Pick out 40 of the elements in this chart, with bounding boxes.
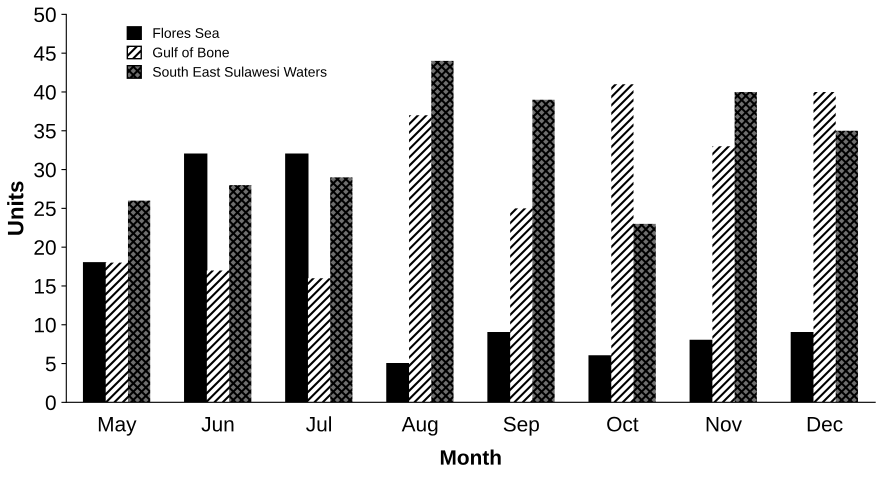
x-tick-label: Dec <box>808 417 843 432</box>
bar <box>308 278 330 402</box>
bar <box>229 185 252 402</box>
y-tick-label: 50 <box>34 7 56 22</box>
bar <box>409 115 432 402</box>
y-tick-label: 45 <box>34 46 56 61</box>
x-tick-label: Jul <box>306 416 331 432</box>
y-axis-title: Units <box>7 181 24 235</box>
bar <box>734 92 757 402</box>
bar <box>330 177 352 402</box>
y-tick-label: 5 <box>46 356 56 372</box>
x-tick-label: May <box>98 417 136 436</box>
y-tick-label: 40 <box>34 84 56 100</box>
y-tick-label: 25 <box>34 201 56 216</box>
x-tick-label: Sep <box>504 416 539 436</box>
x-tick-label: Oct <box>607 416 638 432</box>
bar <box>836 130 858 402</box>
x-tick-label: Jun <box>201 417 234 432</box>
bar <box>206 270 230 402</box>
bar <box>106 262 128 402</box>
bar <box>712 146 735 402</box>
x-tick-label: Aug <box>402 417 438 436</box>
legend-label: Gulf of Bone <box>153 47 229 58</box>
legend-label: Flores Sea <box>153 28 220 38</box>
y-tick-label: 35 <box>34 124 56 139</box>
y-tick-label: 0 <box>46 395 56 410</box>
y-tick-label: 10 <box>34 318 56 333</box>
bar <box>813 92 836 402</box>
y-tick-label: 15 <box>34 279 56 294</box>
y-tick-label: 30 <box>34 162 56 178</box>
bar <box>128 200 150 402</box>
x-axis-title: Month <box>440 450 501 465</box>
bar <box>532 100 555 402</box>
x-tick-label: Nov <box>706 417 742 432</box>
bar <box>431 60 454 402</box>
bar <box>611 84 634 402</box>
legend-label: South East Sulawesi Waters <box>152 66 327 77</box>
bar <box>510 208 532 402</box>
bar <box>634 224 656 402</box>
y-tick-label: 20 <box>34 240 56 255</box>
